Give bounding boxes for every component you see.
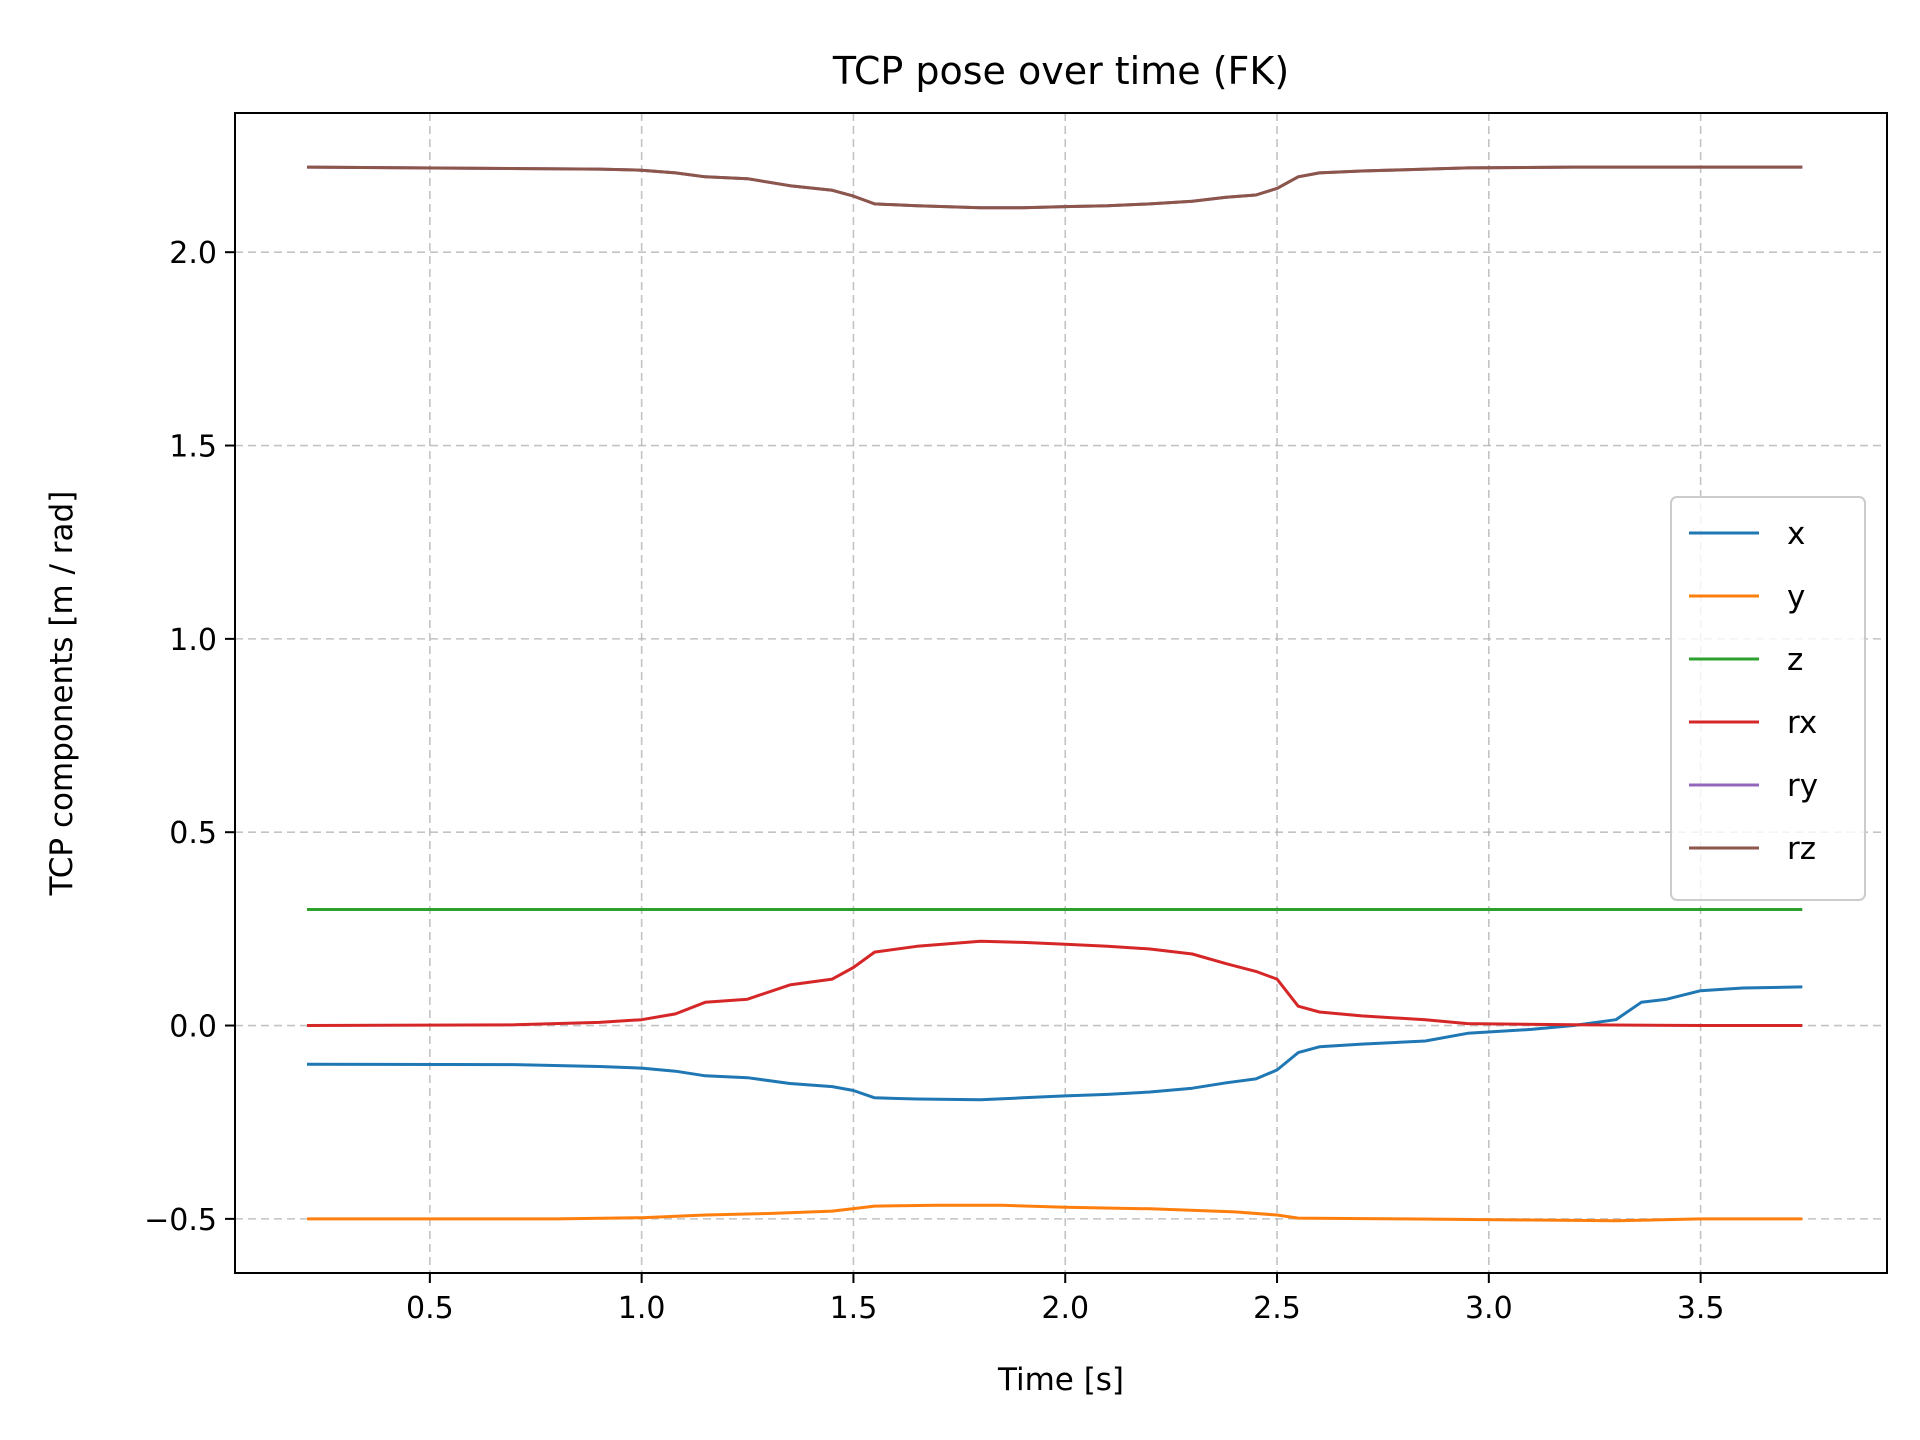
x-tick-label: 1.5	[830, 1291, 878, 1326]
y-axis: −0.5 0.0 0.5 1.0 1.5 2.0	[144, 236, 235, 1238]
legend-box	[1670, 496, 1866, 901]
y-tick-label: 0.5	[169, 816, 217, 851]
y-tick-label: 0.0	[169, 1010, 217, 1045]
chart-title: TCP pose over time (FK)	[832, 49, 1289, 93]
y-axis-label: TCP components [m / rad]	[44, 491, 80, 897]
x-tick-label: 1.0	[618, 1291, 666, 1326]
y-tick-label: −0.5	[144, 1203, 217, 1238]
x-tick-label: 3.5	[1677, 1291, 1725, 1326]
series-line-rz	[306, 165, 1803, 210]
legend-label-z: z	[1787, 642, 1803, 678]
x-tick-label: 2.0	[1041, 1291, 1089, 1326]
y-tick-label: 2.0	[169, 236, 217, 271]
legend-label-ry: ry	[1787, 768, 1818, 804]
y-tick-label: 1.5	[169, 430, 217, 465]
x-tick-label: 3.0	[1465, 1291, 1513, 1326]
series-line-y	[307, 1203, 1803, 1223]
x-axis: 0.5 1.0 1.5 2.0 2.5 3.0 3.5	[406, 1273, 1724, 1326]
y-tick-label: 1.0	[169, 623, 217, 658]
legend-label-y: y	[1787, 579, 1805, 615]
series-line-x	[306, 985, 1803, 1102]
legend-label-rx: rx	[1787, 705, 1817, 741]
series-line-rx	[306, 939, 1803, 1027]
legend-label-rz: rz	[1787, 831, 1816, 867]
legend: xyz rx ry rz	[1670, 496, 1866, 901]
x-axis-label: Time [s]	[997, 1362, 1124, 1398]
x-tick-label: 2.5	[1253, 1291, 1301, 1326]
x-tick-label: 0.5	[406, 1291, 454, 1326]
series-lines	[306, 165, 1803, 1223]
plot-frame	[234, 112, 1888, 1274]
legend-label-x: x	[1787, 516, 1805, 552]
